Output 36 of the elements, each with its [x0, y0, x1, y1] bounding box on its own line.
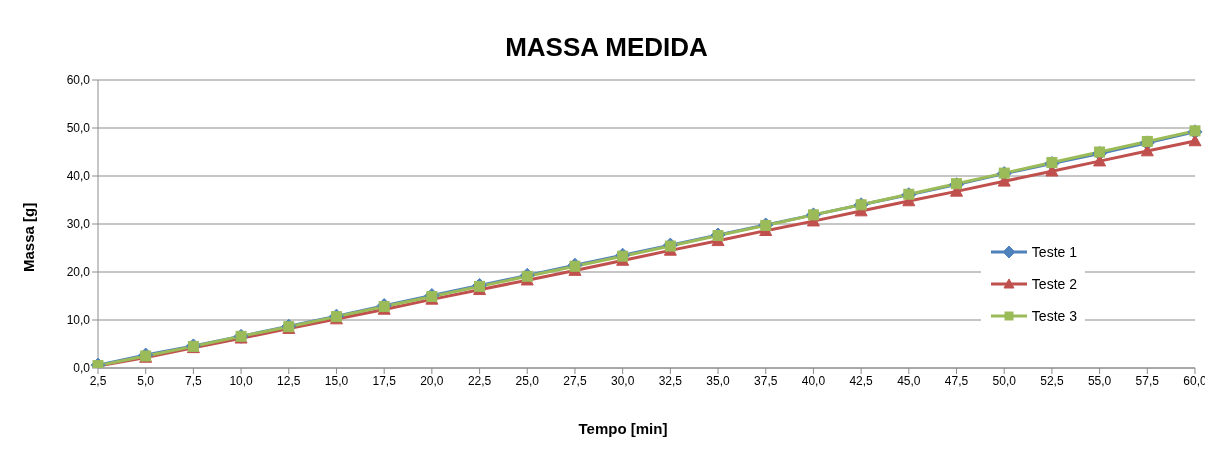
x-tick-label: 20,0 [420, 373, 444, 388]
x-tick-label: 42,5 [849, 373, 874, 388]
x-tick-label: 37,5 [754, 373, 778, 388]
x-tick-label: 40,0 [801, 373, 826, 388]
y-tick-label: 0,0 [73, 361, 91, 376]
y-tick-label: 10,0 [66, 313, 91, 328]
chart-title: MASSA MEDIDA [504, 32, 709, 63]
x-tick-label: 12,5 [277, 373, 301, 388]
x-tick-label: 27,5 [563, 373, 587, 388]
x-tick-label: 7,5 [185, 373, 203, 388]
x-tick-label: 30,0 [610, 373, 635, 388]
x-tick-label: 50,0 [992, 373, 1017, 388]
y-axis-title: Massa [g] [20, 202, 37, 272]
y-tick-label: 20,0 [66, 265, 91, 280]
x-tick-label: 35,0 [706, 373, 731, 388]
y-tick-label: 30,0 [66, 217, 91, 232]
x-axis-title: Tempo [min] [577, 420, 669, 437]
legend-label: Teste 3 [1031, 308, 1077, 324]
x-tick-label: 5,0 [137, 373, 155, 388]
x-tick-label: 17,5 [372, 373, 397, 388]
x-tick-label: 10,0 [229, 373, 254, 388]
y-tick-label: 60,0 [66, 73, 91, 88]
x-tick-label: 57,5 [1135, 373, 1160, 388]
legend-label: Teste 1 [1031, 244, 1077, 260]
x-tick-label: 22,5 [467, 373, 492, 388]
x-tick-label: 32,5 [658, 373, 683, 388]
y-tick-label: 40,0 [66, 169, 91, 184]
x-tick-label: 52,5 [1040, 373, 1064, 388]
y-tick-label: 50,0 [66, 121, 91, 136]
legend-label: Teste 2 [1031, 276, 1077, 292]
x-tick-label: 2,5 [89, 373, 107, 388]
x-tick-label: 15,0 [324, 373, 349, 388]
x-tick-label: 25,0 [515, 373, 540, 388]
x-tick-label: 47,5 [944, 373, 969, 388]
x-tick-label: 45,0 [897, 373, 921, 388]
x-tick-label: 55,0 [1087, 373, 1112, 388]
